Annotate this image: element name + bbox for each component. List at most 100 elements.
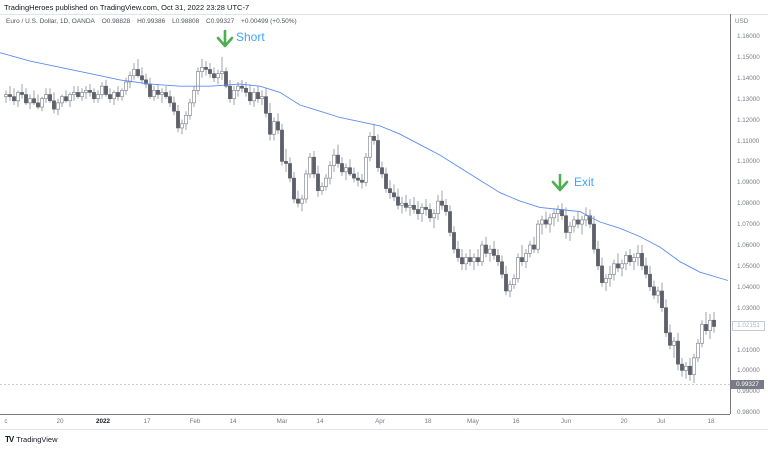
candle	[376, 140, 380, 168]
candle	[40, 98, 44, 108]
time-tick-label: 16	[512, 418, 520, 425]
candle	[512, 278, 516, 286]
candle	[484, 244, 488, 254]
candle	[236, 85, 240, 91]
candle	[344, 167, 348, 173]
candle	[68, 94, 72, 102]
candle	[204, 67, 208, 70]
candle	[184, 115, 188, 125]
candle	[712, 319, 716, 327]
price-tick-label: 0.99000	[737, 388, 760, 396]
price-tick-label: 1.05000	[737, 262, 760, 270]
candle	[584, 215, 588, 221]
candle	[264, 96, 268, 114]
price-tick-label: 1.14000	[737, 74, 760, 82]
annotation-arrows	[216, 29, 569, 192]
candle	[672, 340, 676, 346]
candle	[704, 324, 708, 331]
time-tick-label: Jun	[560, 418, 572, 425]
tradingview-logo-icon: TV	[5, 435, 14, 444]
candle	[4, 94, 8, 97]
price-tick-label: 1.09000	[737, 179, 760, 187]
time-tick-label: May	[467, 418, 479, 425]
price-tick-label: 1.01000	[737, 346, 760, 354]
candle	[368, 136, 372, 158]
reference-price-label: 1.02151	[732, 320, 765, 331]
candle	[256, 92, 260, 100]
price-tick-label: 1.16000	[737, 33, 760, 40]
candle	[480, 244, 484, 263]
time-tick-label: 20	[56, 418, 64, 425]
candle	[508, 284, 512, 292]
candle	[644, 265, 648, 275]
candle	[432, 213, 436, 219]
price-tick-label: 1.04000	[737, 283, 760, 291]
candle	[648, 273, 652, 288]
time-tick-label: Feb	[189, 418, 201, 425]
price-tick-label: 1.00000	[737, 367, 760, 375]
time-axis[interactable]: c 20 2022 17 Feb 14 Mar 14 Apr 18 May 16 Jun 20 Jul 18	[0, 414, 730, 429]
candle	[656, 290, 660, 296]
candle	[156, 90, 160, 95]
candle	[272, 121, 276, 135]
annotation-text: Exit	[574, 175, 595, 189]
candle	[348, 167, 352, 175]
candle	[460, 257, 464, 265]
candle	[572, 219, 576, 227]
time-tick-label: 20	[620, 418, 628, 425]
candle	[688, 365, 692, 375]
candle	[536, 223, 540, 250]
candle	[680, 363, 684, 371]
candlestick-plot[interactable]	[0, 0, 730, 414]
candle	[64, 96, 68, 102]
price-axis[interactable]: USD 1.16000 1.15000 1.14000 1.13000 1.12000 1…	[730, 14, 768, 417]
candle	[208, 69, 212, 74]
candle	[48, 94, 52, 102]
candle	[136, 69, 140, 77]
candle	[708, 319, 712, 331]
candle	[400, 202, 404, 206]
candle	[524, 253, 528, 263]
candle	[448, 211, 452, 233]
candle	[404, 202, 408, 208]
candle	[472, 257, 476, 263]
candle	[324, 177, 328, 187]
price-tick-label: 1.07000	[737, 221, 760, 229]
candle	[408, 204, 412, 208]
chart-frame	[0, 14, 768, 430]
candle	[632, 257, 636, 263]
candle	[532, 244, 536, 250]
candle	[112, 92, 116, 100]
candle	[104, 85, 108, 95]
price-tick-label: 0.98000	[737, 409, 760, 417]
candle	[216, 73, 220, 79]
ohlc-low: L0.98808	[172, 18, 200, 25]
time-tick-label: 18	[707, 418, 715, 425]
candle	[560, 209, 564, 217]
candle	[192, 90, 196, 104]
candle	[516, 257, 520, 279]
candle	[352, 173, 356, 179]
candle	[72, 92, 76, 95]
candle	[296, 198, 300, 204]
price-tick-label: 1.03000	[737, 304, 760, 312]
candle	[168, 96, 172, 104]
candle	[456, 248, 460, 258]
candle	[196, 71, 200, 91]
candle	[180, 123, 184, 129]
moving-average-line	[0, 52, 729, 281]
candle	[392, 192, 396, 198]
ohlc-open: O0.98828	[101, 18, 131, 25]
candle	[88, 90, 92, 93]
candle	[544, 219, 548, 225]
candle	[8, 94, 12, 97]
candle	[604, 278, 608, 283]
candle	[540, 219, 544, 225]
candle	[260, 96, 264, 100]
candle	[444, 204, 448, 212]
time-tick-label: Apr	[375, 418, 385, 425]
candle	[492, 248, 496, 256]
time-tick-label: c	[4, 418, 8, 425]
candle	[372, 136, 376, 141]
time-tick-label: 2022	[95, 418, 111, 425]
